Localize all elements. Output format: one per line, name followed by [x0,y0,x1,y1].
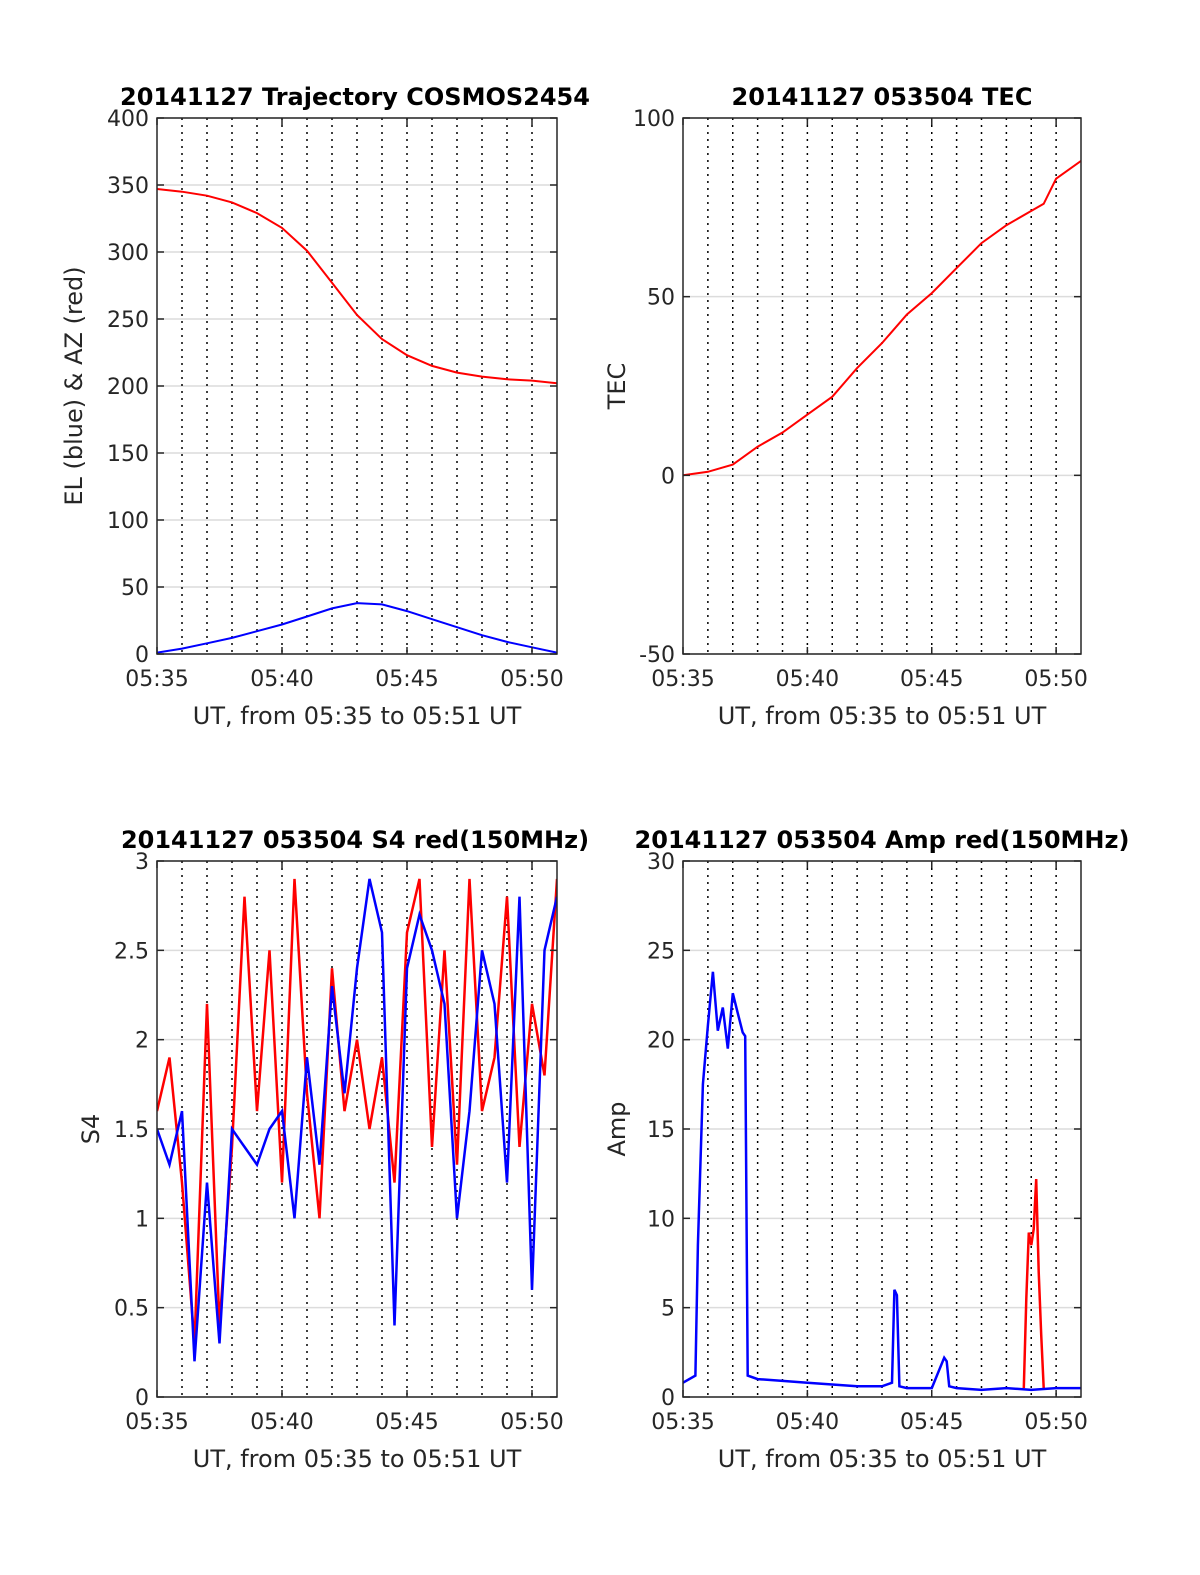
series-line-red_series [683,160,1081,477]
y-tick-label: 350 [107,174,149,199]
y-tick-label: 15 [647,1118,675,1143]
chart-title: 20141127 Trajectory COSMOS2454 [120,83,590,111]
x-tick-label: 05:40 [776,667,839,692]
y-axis-label: EL (blue) & AZ (red) [60,266,88,505]
series-line-az [157,188,557,385]
x-tick-label: 05:40 [250,1410,313,1435]
y-tick-label: 1 [135,1207,149,1232]
chart-panel-3: 0 0.5 1 1.5 2 2.5 3 05:35 05:40 05:45 05:50 2014112… [77,826,589,1473]
y-tick-label: -50 [639,643,675,668]
y-tick-label: 2.5 [114,939,149,964]
y-tick-label: 50 [121,576,149,601]
y-axis-label: TEC [603,363,631,411]
x-tick-label: 05:40 [776,1410,839,1435]
x-tick-label: 05:50 [1024,1410,1087,1435]
x-tick-label: 05:40 [250,667,313,692]
y-axis-label: S4 [77,1114,105,1145]
y-tick-label: 100 [107,509,149,534]
axes-box [682,117,1082,655]
x-tick-label: 05:35 [651,1410,714,1435]
y-tick-label: 250 [107,308,149,333]
y-tick-label: 50 [647,286,675,311]
y-tick-label: 10 [647,1207,675,1232]
y-tick-label: 3 [135,850,149,875]
y-tick-label: 0.5 [114,1297,149,1322]
series-line-blue_series [683,971,1081,1392]
y-tick-label: 1.5 [114,1118,149,1143]
x-axis-label: UT, from 05:35 to 05:51 UT [193,702,522,730]
y-tick-label: 300 [107,241,149,266]
y-tick-label: 30 [647,850,675,875]
x-tick-label: 05:35 [125,1410,188,1435]
y-tick-label: 150 [107,442,149,467]
chart-title: 20141127 053504 TEC [732,83,1033,111]
y-tick-label: 20 [647,1029,675,1054]
x-tick-label: 05:50 [500,1410,563,1435]
series-line-red_series [157,878,557,1344]
x-tick-label: 05:45 [900,1410,963,1435]
x-tick-label: 05:45 [900,667,963,692]
series-line-blue_series [157,878,557,1362]
x-tick-label: 05:50 [1024,667,1087,692]
y-tick-label: 2 [135,1029,149,1054]
x-tick-label: 05:45 [375,667,438,692]
series-line-red_series [1022,1178,1045,1389]
y-tick-label: 100 [633,107,675,132]
x-axis-label: UT, from 05:35 to 05:51 UT [718,1445,1047,1473]
chart-title: 20141127 053504 S4 red(150MHz) [121,826,589,854]
chart-panel-4: 0 5 10 15 20 25 30 05:35 05:40 05:45 05:50 20141127… [603,826,1129,1473]
chart-panel-1: 0 50 100 150 200 250 300 350 400 05:35 05:40 05:45 0… [60,83,590,730]
x-tick-label: 05:35 [125,667,188,692]
y-tick-label: 200 [107,375,149,400]
x-tick-label: 05:35 [651,667,714,692]
chart-panel-2: -50 0 50 100 05:35 05:40 05:45 05:50 20141127 05… [603,83,1088,730]
y-tick-label: 400 [107,107,149,132]
y-tick-label: 0 [135,643,149,668]
series-line-el [157,602,557,654]
chart-title: 20141127 053504 Amp red(150MHz) [635,826,1130,854]
x-axis-label: UT, from 05:35 to 05:51 UT [718,702,1047,730]
x-tick-label: 05:50 [500,667,563,692]
y-tick-label: 25 [647,939,675,964]
y-tick-label: 5 [661,1297,675,1322]
x-tick-label: 05:45 [375,1410,438,1435]
y-tick-label: 0 [661,1386,675,1411]
y-tick-label: 0 [135,1386,149,1411]
x-axis-label: UT, from 05:35 to 05:51 UT [193,1445,522,1473]
y-axis-label: Amp [603,1101,631,1156]
y-tick-label: 0 [661,464,675,489]
